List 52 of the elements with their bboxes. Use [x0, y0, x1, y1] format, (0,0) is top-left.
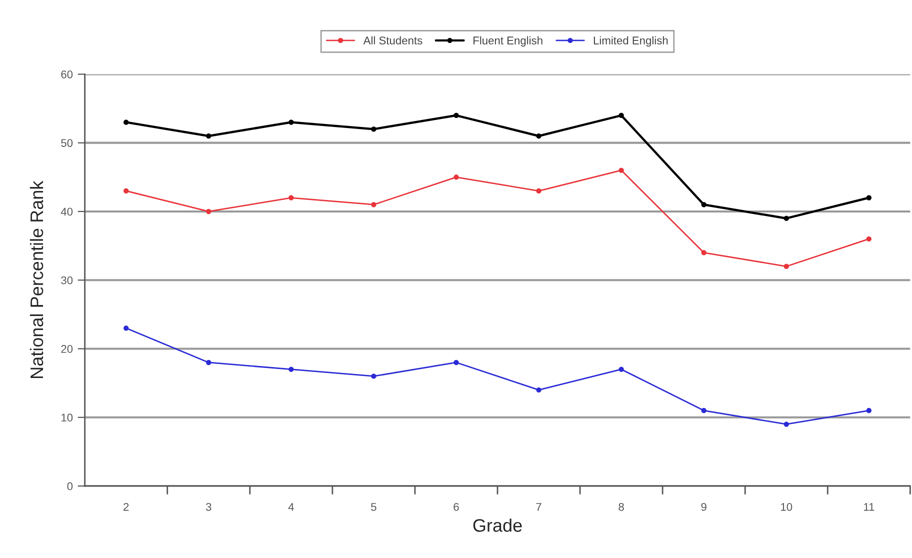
point [288, 366, 294, 372]
point [371, 202, 376, 208]
y-tick-label: 40 [60, 208, 73, 216]
legend-label: Limited English [594, 36, 668, 47]
point [206, 133, 212, 139]
point [701, 250, 706, 256]
x-axis-title: Grade [473, 518, 522, 532]
x-tick-label: 10 [781, 502, 792, 511]
legend-label: Fluent English [474, 36, 542, 47]
point [701, 202, 706, 208]
point [618, 112, 624, 118]
x-tick-label: 2 [124, 502, 129, 511]
x-tick-label: 5 [371, 503, 376, 511]
point [536, 188, 542, 194]
x-tick-label: 9 [701, 502, 706, 511]
point [206, 208, 212, 214]
legend-label: All Students [363, 36, 422, 44]
x-tick-label: 6 [454, 502, 459, 511]
point [536, 133, 542, 139]
y-tick-label: 30 [61, 276, 73, 284]
point [866, 408, 872, 414]
y-tick-label: 20 [61, 345, 73, 353]
point [371, 126, 376, 132]
point [288, 195, 294, 200]
point [618, 168, 624, 173]
x-tick-label: 4 [288, 503, 294, 511]
x-tick-label: 3 [206, 502, 212, 511]
point [454, 112, 459, 118]
y-tick-label: 60 [61, 70, 73, 78]
point [784, 264, 789, 269]
point [866, 195, 872, 200]
point [123, 120, 129, 125]
point [288, 120, 294, 125]
x-tick-label: 8 [618, 502, 624, 511]
x-tick-label: 7 [536, 503, 542, 511]
point [371, 374, 376, 379]
point [701, 408, 706, 414]
point [784, 422, 789, 427]
y-tick-label: 0 [67, 482, 73, 490]
point [618, 366, 624, 372]
y-tick-label: 10 [62, 414, 73, 422]
y-axis-title: National Percentile Rank [30, 180, 44, 378]
y-tick-label: 50 [61, 139, 73, 147]
point [536, 387, 542, 393]
point [454, 174, 459, 180]
point [784, 216, 789, 221]
point [206, 360, 212, 366]
point [123, 188, 129, 194]
point [454, 360, 459, 366]
point [866, 236, 872, 242]
x-tick-label: 11 [864, 503, 874, 511]
point [123, 326, 129, 331]
